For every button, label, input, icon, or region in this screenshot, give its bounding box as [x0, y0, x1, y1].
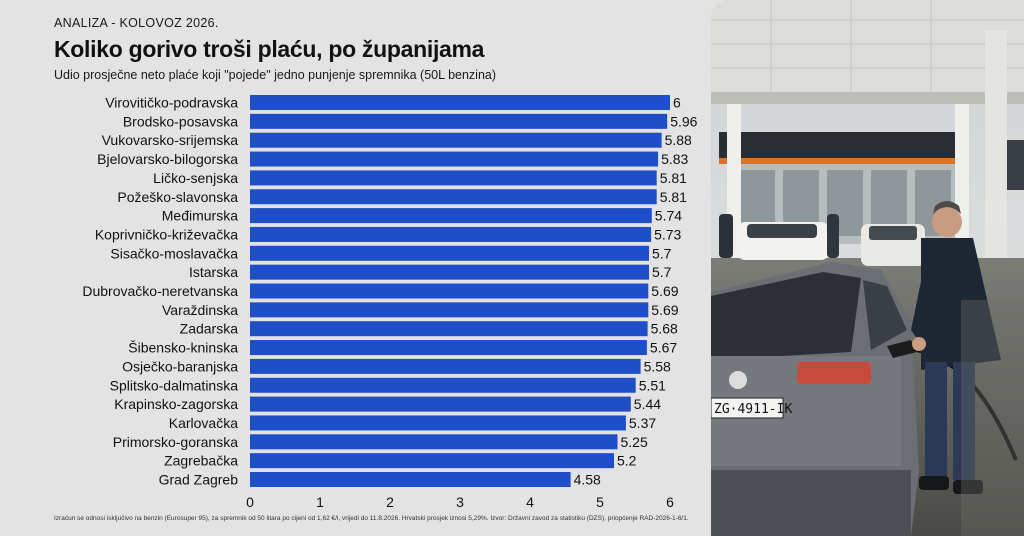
category-label: Dubrovačko-neretvanska — [82, 283, 238, 299]
bar — [250, 434, 618, 450]
category-label: Koprivničko-križevačka — [95, 226, 238, 242]
bar — [250, 396, 631, 412]
bar — [250, 151, 659, 167]
chart-panel: ANALIZA - KOLOVOZ 2026. Koliko gorivo tr… — [54, 16, 698, 522]
x-tick-label: 4 — [526, 494, 534, 510]
category-label: Grad Zagreb — [159, 472, 239, 488]
value-label: 5.96 — [670, 113, 697, 129]
bar — [250, 472, 571, 487]
kicker: ANALIZA - KOLOVOZ 2026. — [54, 16, 219, 30]
bar — [250, 264, 649, 280]
bar — [250, 283, 649, 299]
category-label: Požeško-slavonska — [117, 189, 238, 205]
category-label: Šibensko-kninska — [128, 340, 238, 356]
value-label: 6 — [673, 95, 681, 111]
category-label: Bjelovarsko-bilogorska — [97, 151, 238, 167]
bar — [250, 415, 626, 431]
value-label: 5.88 — [665, 132, 692, 148]
value-label: 5.51 — [639, 377, 666, 393]
x-tick-label: 1 — [316, 494, 324, 510]
bar — [250, 208, 652, 224]
page-title: Koliko gorivo troši plaću, po županijama — [54, 36, 485, 62]
bar — [250, 340, 647, 356]
bar — [250, 189, 657, 205]
bar — [250, 321, 648, 337]
bar — [250, 226, 652, 242]
bar — [250, 113, 668, 129]
category-label: Krapinsko-zagorska — [114, 396, 238, 412]
bar — [250, 453, 614, 469]
x-tick-label: 2 — [386, 494, 394, 510]
value-label: 5.68 — [651, 321, 678, 337]
bar — [250, 132, 662, 148]
x-tick-label: 3 — [456, 494, 464, 510]
category-label: Virovitičko-podravska — [105, 95, 238, 111]
category-label: Ličko-senjska — [153, 170, 238, 186]
value-label: 5.81 — [660, 170, 687, 186]
category-label: Međimurska — [162, 208, 238, 224]
value-label: 5.58 — [644, 358, 671, 374]
value-label: 5.83 — [661, 151, 688, 167]
value-label: 5.2 — [617, 453, 637, 469]
subtitle: Udio prosječne neto plaće koji "pojede" … — [54, 68, 497, 82]
bar — [250, 95, 670, 110]
bar — [250, 170, 657, 186]
bar-chart: Virovitičko-podravska 6 Brodsko-posavska 5.… — [82, 95, 697, 510]
car-license-plate: ZG·4911-IK — [714, 402, 792, 417]
category-label: Karlovačka — [169, 415, 238, 431]
category-label: Brodsko-posavska — [123, 113, 238, 129]
value-label: 5.7 — [652, 264, 672, 280]
category-label: Splitsko-dalmatinska — [110, 377, 239, 393]
category-label: Sisačko-moslavačka — [110, 245, 238, 261]
value-label: 5.69 — [651, 283, 678, 299]
category-label: Zagrebačka — [164, 453, 238, 469]
value-label: 5.37 — [629, 415, 656, 431]
bar — [250, 377, 636, 393]
value-label: 5.44 — [634, 396, 661, 412]
value-label: 5.67 — [650, 340, 677, 356]
vw-logo-icon — [729, 371, 747, 389]
bar — [250, 302, 649, 318]
value-label: 5.73 — [654, 226, 681, 242]
photo-gas-station: ZG·4911-IK — [711, 0, 1024, 536]
bar — [250, 245, 649, 261]
value-label: 5.69 — [651, 302, 678, 318]
category-label: Primorsko-goranska — [113, 434, 238, 450]
x-tick-label: 0 — [246, 494, 254, 510]
value-label: 5.81 — [660, 189, 687, 205]
footnote: Izračun se odnosi isključivo na benzin (… — [54, 515, 689, 522]
value-label: 5.7 — [652, 245, 672, 261]
bar — [250, 358, 641, 374]
category-label: Osječko-baranjska — [122, 358, 238, 374]
category-label: Varaždinska — [162, 302, 238, 318]
value-label: 5.25 — [621, 434, 648, 450]
x-tick-label: 5 — [596, 494, 604, 510]
value-label: 5.74 — [655, 208, 682, 224]
category-label: Istarska — [189, 264, 238, 280]
value-label: 4.58 — [574, 472, 601, 488]
category-label: Zadarska — [180, 321, 239, 337]
category-label: Vukovarsko-srijemska — [102, 132, 239, 148]
x-tick-label: 6 — [666, 494, 674, 510]
